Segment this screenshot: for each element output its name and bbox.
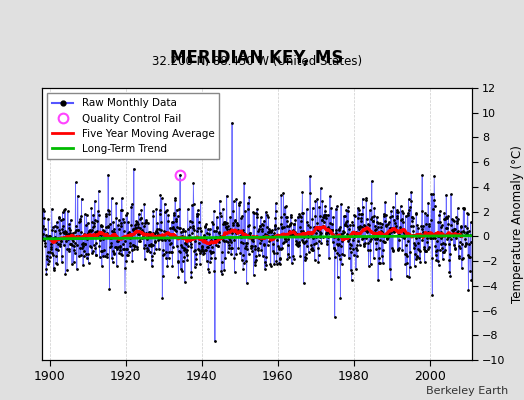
Y-axis label: Temperature Anomaly (°C): Temperature Anomaly (°C) <box>511 145 524 303</box>
Text: Berkeley Earth: Berkeley Earth <box>426 386 508 396</box>
Text: 32.200 N, 88.450 W (United States): 32.200 N, 88.450 W (United States) <box>151 55 362 68</box>
Title: MERIDIAN KEY, MS: MERIDIAN KEY, MS <box>170 49 343 67</box>
Legend: Raw Monthly Data, Quality Control Fail, Five Year Moving Average, Long-Term Tren: Raw Monthly Data, Quality Control Fail, … <box>47 93 220 159</box>
